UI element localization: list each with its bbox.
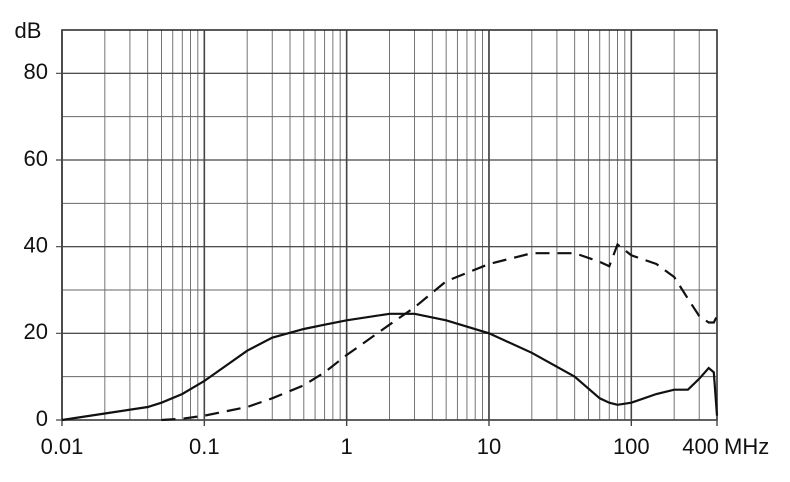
dashed-line <box>161 242 718 422</box>
y-tick-label: 80 <box>24 59 48 84</box>
x-tick-label: 0.1 <box>189 434 220 459</box>
y-tick-label: 0 <box>36 406 48 431</box>
y-axis-label: dB <box>15 18 42 43</box>
y-tick-label: 40 <box>24 232 48 257</box>
x-tick-label: 0.01 <box>41 434 84 459</box>
x-tick-label: 1 <box>341 434 353 459</box>
y-tick-label: 20 <box>24 319 48 344</box>
x-tick-label: 10 <box>477 434 501 459</box>
x-tick-label: 100 <box>613 434 650 459</box>
solid-line <box>61 312 719 422</box>
y-tick-label: 60 <box>24 146 48 171</box>
x-axis-label: MHz <box>724 434 769 459</box>
x-tick-label: 400 <box>682 434 719 459</box>
